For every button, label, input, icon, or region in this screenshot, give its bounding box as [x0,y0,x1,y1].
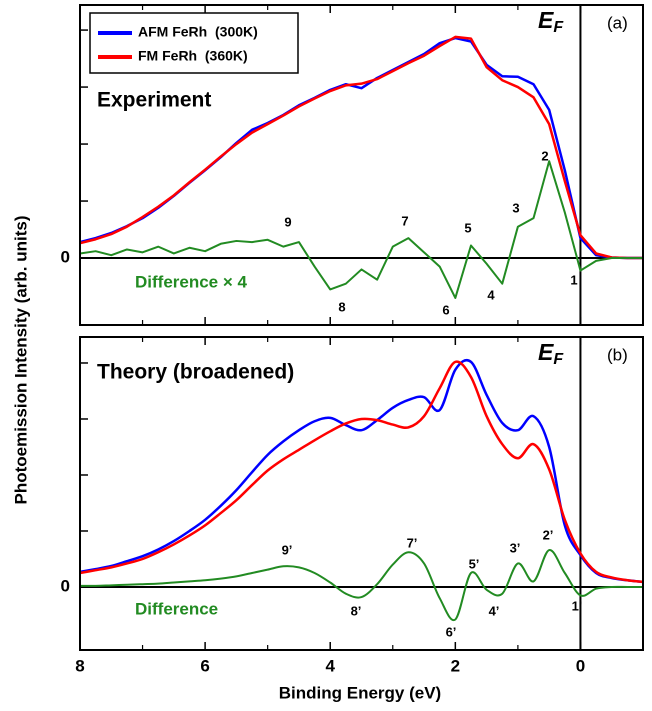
series-line [79,549,643,622]
peak-label: 2’ [543,527,554,542]
y-tick-label: 0 [61,576,70,595]
peak-label: 6 [442,302,449,317]
peak-label: 8’ [351,603,362,618]
peak-label: 1 [570,272,577,287]
x-tick-label: 4 [325,656,335,675]
fermi-label-main: E [538,7,554,33]
peak-label: 7 [401,213,408,228]
x-tick-label: 2 [451,656,460,675]
series-line [79,358,644,584]
peak-label: 4 [487,287,495,302]
peak-label: 9’ [282,542,293,557]
fermi-label-sub: F [553,351,564,368]
peak-label: 5 [464,220,471,235]
x-tick-label: 6 [200,656,209,675]
peak-label: 5’ [469,556,480,571]
peak-label: 3’ [510,540,521,555]
y-tick-label: 0 [61,248,70,267]
panel-label: (a) [607,13,628,32]
plot-frame [79,4,644,326]
panel-title: Experiment [97,89,211,112]
plot-frame [79,336,644,651]
x-axis-label: Binding Energy (eV) [279,683,441,702]
peak-label: 3 [512,200,519,215]
legend-box [89,12,299,74]
peak-label: 2 [541,148,548,163]
peak-label: 8 [338,299,345,314]
series-line [79,35,643,260]
peak-label: 7’ [407,535,418,550]
peak-label: 9 [284,214,291,229]
difference-label: Difference × 4 [135,272,248,291]
peak-label: 1’ [572,598,583,613]
fermi-label-main: E [538,339,554,365]
difference-label: Difference [135,599,218,618]
series-line [79,360,644,584]
legend-label: FM FeRh (360K) [138,48,248,64]
peak-label: 6’ [446,624,457,639]
panel-label: (b) [607,345,628,364]
peak-label: 4’ [489,603,500,618]
y-axis-label: Photoemission Intensity (arb. units) [11,215,30,504]
fermi-label: EF [538,339,564,368]
x-tick-label: 8 [75,656,84,675]
panel-title: Theory (broadened) [97,361,294,384]
fermi-label: EF [538,7,564,36]
legend-label: AFM FeRh (300K) [138,24,258,40]
x-tick-label: 0 [576,656,585,675]
fermi-label-sub: F [553,19,564,36]
series-line [79,160,643,299]
